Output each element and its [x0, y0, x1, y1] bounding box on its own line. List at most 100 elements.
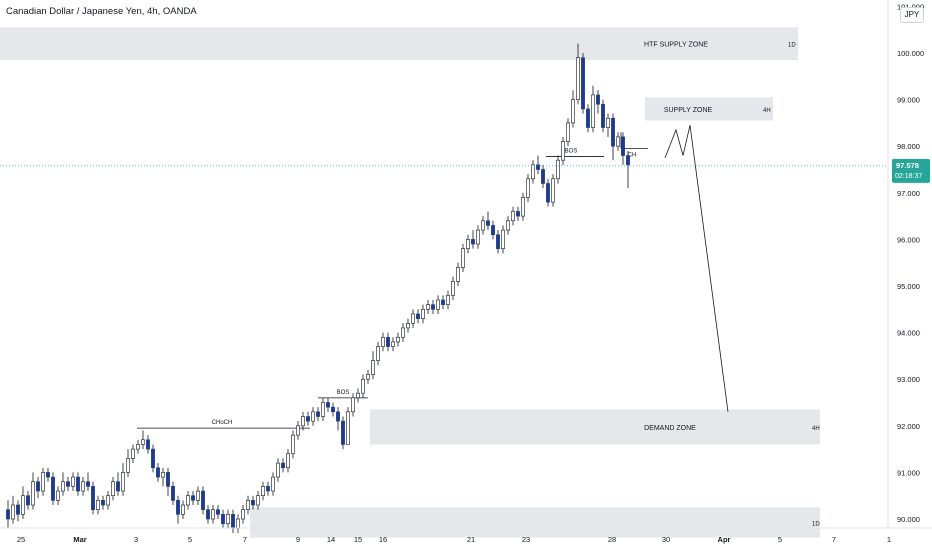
candle [191, 491, 195, 506]
structure-layer: CHoCH BOS BOS CH [137, 132, 648, 429]
candle [6, 500, 10, 529]
candle-body [176, 500, 180, 515]
structure-label: BOS [337, 390, 350, 396]
candle [526, 174, 530, 203]
last-price-value: 97.578 [896, 161, 919, 170]
candle-body [246, 500, 250, 510]
price-axis[interactable]: 100.000 99.000 98.000 97.000 96.000 95.000 94.… [0, 0, 932, 529]
zone-box [250, 507, 820, 538]
candle [356, 388, 360, 403]
candle [36, 477, 40, 499]
candle-body [606, 117, 610, 128]
candle-body [461, 248, 465, 268]
candle-body [86, 481, 90, 487]
candle [186, 491, 190, 510]
candle [16, 500, 20, 522]
candle [556, 155, 560, 184]
candle-body [96, 500, 100, 510]
candle-body [171, 486, 175, 501]
candle-body [481, 220, 485, 231]
currency-button[interactable]: JPY [900, 7, 924, 23]
candle [251, 495, 255, 510]
candle-body [596, 94, 600, 105]
candle-body [211, 509, 215, 520]
candle-body [616, 136, 620, 147]
zone-label: SUPPLY ZONE [664, 107, 713, 114]
candle [21, 486, 25, 519]
candle-body [341, 420, 345, 445]
candle-body [376, 346, 380, 361]
date-tick: 28 [608, 535, 616, 544]
candle [431, 299, 435, 314]
zone-timeframe: 4H [812, 426, 820, 432]
candle [246, 495, 250, 515]
candle-body [491, 225, 495, 236]
candle-body [551, 178, 555, 203]
candle [491, 220, 495, 240]
candle [376, 341, 380, 366]
candle-body [326, 402, 330, 408]
candle-body [71, 476, 75, 487]
candle [601, 99, 605, 133]
date-tick: 5 [778, 535, 782, 544]
structure-label: BOS [565, 148, 578, 154]
candle-body [591, 94, 595, 128]
candle-body [331, 406, 335, 413]
date-tick: Mar [73, 535, 86, 544]
price-tick: 96.000 [897, 235, 920, 244]
candle-body [41, 472, 45, 492]
candle-body [356, 392, 360, 399]
candle-body [236, 518, 240, 529]
candle [416, 309, 420, 324]
price-tick: 100.000 [897, 49, 924, 58]
candle [486, 211, 490, 231]
candle [231, 509, 235, 533]
candle-body [536, 164, 540, 170]
time-axis[interactable]: 25 Mar 3 5 7 9 14 15 16 21 23 28 30 Apr 5 7 1 [17, 535, 891, 544]
candle-body [586, 108, 590, 128]
date-tick: 1 [887, 535, 891, 544]
candle [401, 323, 405, 342]
projection-path [664, 125, 729, 412]
last-price-badge [892, 158, 930, 183]
candle [541, 164, 545, 189]
candle [391, 337, 395, 352]
candle-body [161, 472, 165, 478]
price-tick: 97.000 [897, 189, 920, 198]
candle [536, 155, 540, 175]
candle-body [151, 448, 155, 469]
candle [421, 304, 425, 324]
candle [141, 430, 145, 450]
price-tick: 93.000 [897, 375, 920, 384]
candle [171, 481, 175, 506]
candle [116, 472, 120, 496]
candle [461, 244, 465, 273]
candle-body [496, 234, 500, 250]
candle-body [321, 402, 325, 417]
candle-body [76, 476, 80, 492]
candle-body [456, 267, 460, 282]
candle [86, 472, 90, 492]
candle-body [131, 448, 135, 459]
candle [121, 463, 125, 496]
candle [336, 407, 340, 431]
candle [466, 234, 470, 254]
candle-body [571, 99, 575, 124]
candle-body [416, 313, 420, 319]
candle [301, 411, 305, 431]
candle [46, 467, 50, 482]
candle-body [61, 481, 65, 492]
candle [261, 481, 265, 501]
zone-box [0, 27, 798, 60]
candle-body [476, 229, 480, 245]
candle-body [396, 336, 400, 343]
candle [561, 136, 565, 165]
candle-body [141, 439, 145, 445]
candle [291, 430, 295, 459]
candle-body [511, 211, 515, 222]
candle [256, 491, 260, 510]
candle [386, 332, 390, 352]
candle [331, 402, 335, 417]
